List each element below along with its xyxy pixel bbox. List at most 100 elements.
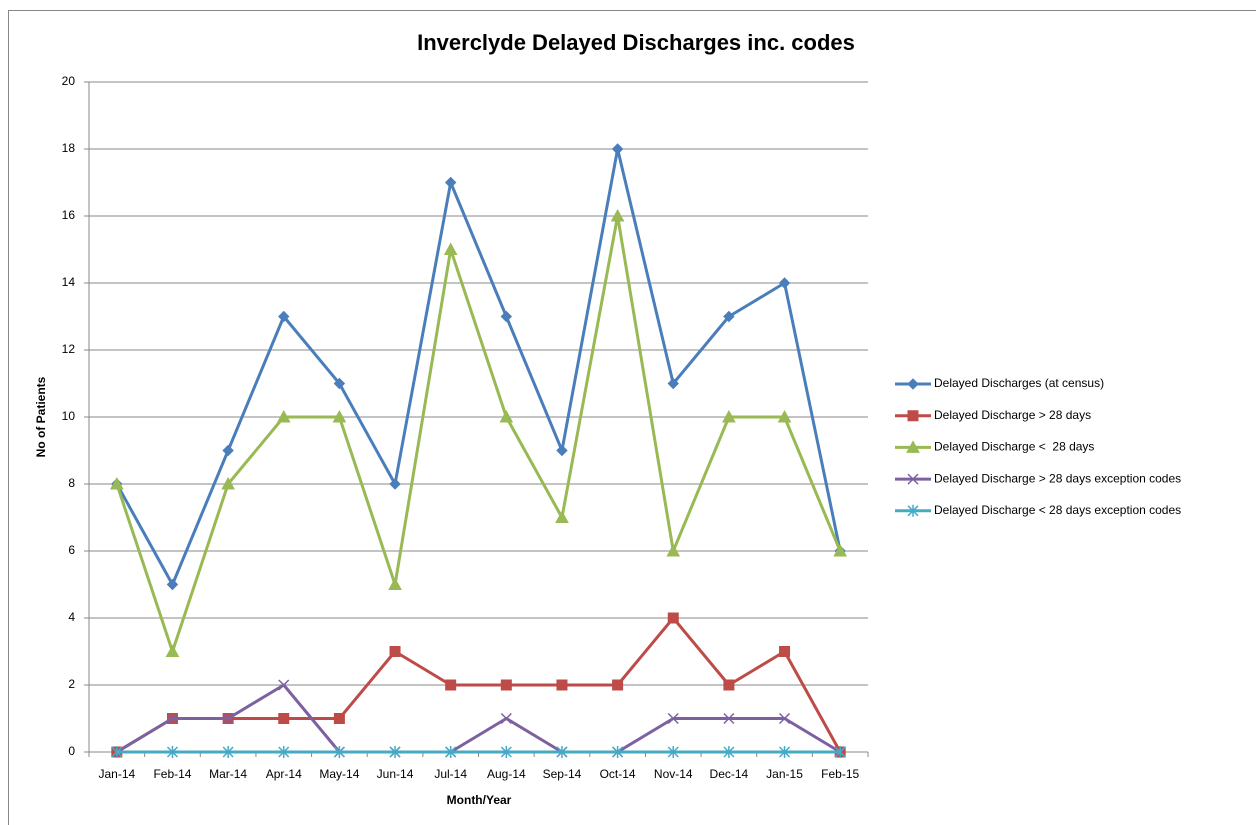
legend-label: Delayed Discharge > 28 days exception co…: [934, 471, 1181, 485]
marker: [165, 644, 180, 657]
marker: [722, 409, 736, 423]
x-tick-label: Oct-14: [600, 767, 636, 781]
y-tick-label: 4: [68, 610, 75, 624]
marker: [723, 712, 735, 725]
marker: [779, 646, 791, 657]
legend-label: Delayed Discharge > 28 days: [934, 408, 1091, 422]
marker: [612, 746, 624, 758]
y-tick-label: 2: [68, 677, 75, 691]
x-tick-label: Jun-14: [377, 767, 414, 781]
x-tick-label: Aug-14: [487, 767, 526, 781]
marker: [278, 679, 290, 691]
marker: [445, 746, 457, 758]
marker: [556, 444, 568, 457]
y-axis-title: No of Patients: [34, 376, 48, 457]
marker: [389, 646, 401, 657]
x-tick-label: Sep-14: [543, 767, 582, 781]
marker: [443, 242, 458, 255]
marker: [667, 712, 679, 725]
chart-title: Inverclyde Delayed Discharges inc. codes: [417, 30, 855, 55]
series-line: [116, 616, 842, 754]
marker: [499, 409, 514, 423]
y-tick-label: 6: [68, 543, 75, 557]
legend-marker: [907, 378, 919, 390]
series-line: [116, 683, 841, 754]
legend-marker: [906, 440, 920, 453]
marker: [445, 679, 457, 691]
marker: [610, 208, 625, 222]
marker: [222, 746, 234, 758]
marker: [276, 409, 291, 423]
marker: [666, 543, 681, 557]
y-tick-label: 12: [62, 342, 76, 356]
marker: [444, 176, 457, 189]
x-tick-label: Feb-15: [821, 767, 859, 781]
marker: [166, 712, 178, 725]
marker: [555, 510, 569, 523]
x-tick-label: Jan-14: [98, 767, 135, 781]
marker: [500, 746, 512, 758]
x-tick-label: Mar-14: [209, 767, 247, 781]
y-tick-label: 18: [62, 141, 76, 155]
x-tick-label: Nov-14: [654, 767, 693, 781]
y-tick-label: 16: [62, 208, 76, 222]
marker: [222, 444, 234, 457]
legend-label: Delayed Discharge < 28 days: [934, 440, 1094, 454]
marker: [333, 746, 345, 758]
marker: [556, 746, 568, 758]
marker: [221, 476, 235, 490]
legend-marker: [907, 473, 919, 485]
marker: [612, 679, 624, 691]
marker: [333, 713, 345, 724]
series-line: [115, 147, 842, 586]
marker: [166, 746, 178, 758]
marker: [166, 578, 179, 591]
y-tick-label: 20: [62, 74, 76, 88]
marker: [500, 310, 513, 323]
marker: [779, 712, 791, 725]
marker: [777, 409, 792, 423]
x-tick-label: Apr-14: [266, 767, 302, 781]
marker: [723, 310, 735, 323]
marker: [111, 746, 123, 758]
y-tick-label: 14: [62, 275, 76, 289]
legend-label: Delayed Discharges (at census): [934, 376, 1104, 390]
y-tick-label: 8: [68, 476, 75, 490]
marker: [834, 746, 846, 758]
marker: [723, 746, 735, 758]
marker: [500, 712, 512, 725]
marker: [778, 277, 791, 289]
marker: [723, 679, 735, 691]
chart-frame: [8, 10, 1256, 825]
x-axis-title: Month/Year: [447, 793, 512, 807]
marker: [500, 679, 512, 691]
marker: [833, 543, 848, 557]
marker: [779, 746, 791, 758]
marker: [667, 612, 679, 624]
y-tick-label: 0: [68, 744, 75, 758]
marker: [388, 577, 402, 590]
marker: [556, 679, 568, 691]
marker: [332, 409, 347, 423]
series-line: [115, 214, 842, 653]
x-tick-label: May-14: [319, 767, 359, 781]
marker: [611, 143, 624, 155]
y-tick-label: 10: [62, 409, 76, 423]
marker: [278, 746, 290, 758]
x-tick-label: Jan-15: [766, 767, 803, 781]
marker: [333, 377, 346, 390]
marker: [667, 377, 679, 390]
x-tick-label: Dec-14: [710, 767, 749, 781]
marker: [278, 713, 290, 724]
legend-marker: [907, 410, 919, 422]
marker: [667, 746, 679, 758]
marker: [389, 746, 401, 758]
x-tick-label: Jul-14: [434, 767, 467, 781]
marker: [109, 476, 124, 490]
marker: [389, 478, 401, 490]
marker: [278, 310, 290, 323]
legend-label: Delayed Discharge < 28 days exception co…: [934, 503, 1181, 517]
legend-marker: [907, 504, 919, 517]
